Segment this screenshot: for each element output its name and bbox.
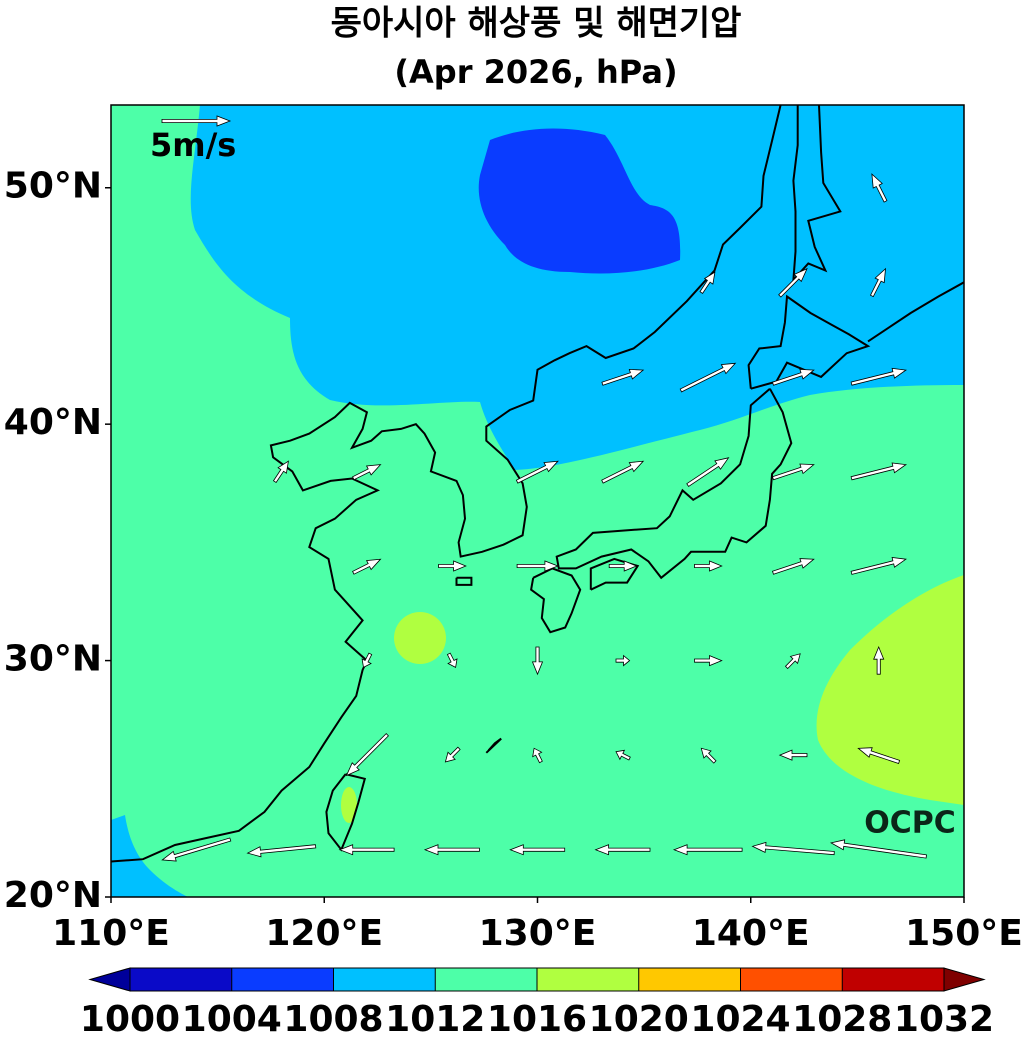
wind-arrow — [686, 457, 730, 487]
coastline — [589, 557, 640, 591]
wind-arrow — [509, 844, 566, 856]
wind-arrow — [423, 844, 480, 856]
colorbar-label: 1020 — [589, 999, 689, 1040]
coastline — [455, 576, 473, 586]
wind-arrow — [438, 560, 467, 572]
pressure-region — [816, 575, 964, 805]
pressure-region — [111, 815, 188, 897]
wind-arrow — [869, 267, 886, 298]
wind-arrow — [672, 844, 743, 856]
title: 동아시아 해상풍 및 해면기압 — [331, 4, 742, 44]
wind-arrow — [694, 655, 723, 667]
colorbar-bin — [740, 968, 843, 991]
colorbar-bin — [130, 968, 232, 991]
wind-arrow — [338, 844, 395, 856]
colorbar-label: 1032 — [894, 999, 994, 1040]
colorbar-label: 1028 — [792, 999, 892, 1040]
wind-arrow — [857, 747, 901, 765]
wind-arrow — [699, 271, 716, 294]
wind-arrow — [272, 460, 289, 484]
colorbar-bin — [638, 968, 741, 991]
colorbar-label: 1016 — [487, 999, 587, 1040]
wind-arrow — [784, 653, 801, 670]
wind-arrow — [352, 464, 382, 481]
reference-vector — [161, 115, 232, 127]
wind-arrow — [361, 652, 373, 669]
x-tick-label: 150°E — [905, 913, 1023, 954]
x-tick-label: 140°E — [692, 913, 810, 954]
wind-vectors — [161, 173, 927, 862]
colorbar: 1000 1004 1008 1012 1016 1020 1024 1028 1032 — [80, 967, 994, 1040]
wind-arrow — [700, 747, 717, 764]
colorbar-label: 1012 — [385, 999, 485, 1040]
colorbar-over — [943, 967, 986, 992]
colorbar-label: 1024 — [690, 999, 790, 1040]
y-tick-label: 40°N — [4, 402, 102, 443]
wind-arrow — [778, 267, 808, 298]
colorbar-bin — [842, 968, 944, 991]
wind-arrow — [601, 460, 645, 484]
wind-arrow — [771, 463, 815, 481]
reference-vector-label: 5m/s — [150, 126, 236, 164]
coastline — [530, 567, 582, 634]
pressure-region — [341, 787, 357, 823]
colorbar-bin — [333, 968, 436, 991]
pressure-region — [190, 105, 964, 470]
wind-arrow — [515, 460, 559, 484]
y-tick-label: 50°N — [4, 166, 102, 207]
wind-arrow — [850, 367, 907, 386]
wind-arrow — [246, 844, 317, 858]
wind-arrow — [873, 645, 885, 675]
axes: 110°E 120°E 130°E 140°E 150°E 20°N 30°N 40°N 50°… — [4, 166, 1023, 954]
wind-arrow — [615, 654, 631, 667]
wind-arrow — [829, 839, 927, 859]
y-tick-label: 20°N — [4, 875, 102, 916]
wind-arrow — [531, 646, 544, 676]
wind-arrow — [694, 560, 723, 572]
wind-arrow — [850, 462, 907, 481]
colorbar-bin — [435, 968, 537, 991]
colorbar-under — [88, 967, 131, 992]
map-area — [111, 105, 964, 897]
wind-arrow — [594, 844, 651, 856]
colorbar-label: 1008 — [283, 999, 383, 1040]
y-tick-label: 30°N — [4, 639, 102, 680]
wind-arrow — [516, 560, 560, 572]
wind-arrow — [446, 652, 458, 669]
coastline — [792, 105, 842, 283]
coastline — [747, 294, 871, 390]
x-tick-label: 130°E — [479, 913, 597, 954]
pressure-region — [394, 612, 446, 664]
wind-arrow — [771, 558, 815, 575]
wind-arrow — [161, 837, 232, 862]
colorbar-label: 1004 — [182, 999, 282, 1040]
wind-arrow — [751, 841, 835, 856]
subtitle: (Apr 2026, hPa) — [394, 53, 677, 91]
wind-arrow — [850, 557, 907, 575]
coastline — [485, 737, 502, 754]
colorbar-label: 1000 — [80, 999, 180, 1040]
wind-arrow — [532, 747, 543, 764]
coastline — [555, 387, 793, 580]
wind-arrow — [771, 368, 815, 386]
x-tick-label: 120°E — [265, 913, 383, 954]
colorbar-bin — [537, 968, 639, 991]
colorbar-bin — [231, 968, 334, 991]
wind-arrow — [601, 368, 645, 386]
wind-arrow — [345, 733, 389, 777]
watermark: OCPC — [864, 806, 956, 841]
coastline — [867, 281, 964, 343]
wind-arrow — [444, 746, 461, 763]
wind-arrow — [871, 173, 888, 203]
wind-arrow — [778, 749, 808, 761]
pressure-region — [478, 128, 681, 274]
x-tick-label: 110°E — [52, 913, 170, 954]
wind-arrow — [608, 560, 638, 572]
reference-arrow — [161, 115, 232, 127]
wind-arrow — [352, 558, 382, 575]
wind-arrow — [679, 362, 737, 393]
wind-arrow — [615, 749, 631, 761]
